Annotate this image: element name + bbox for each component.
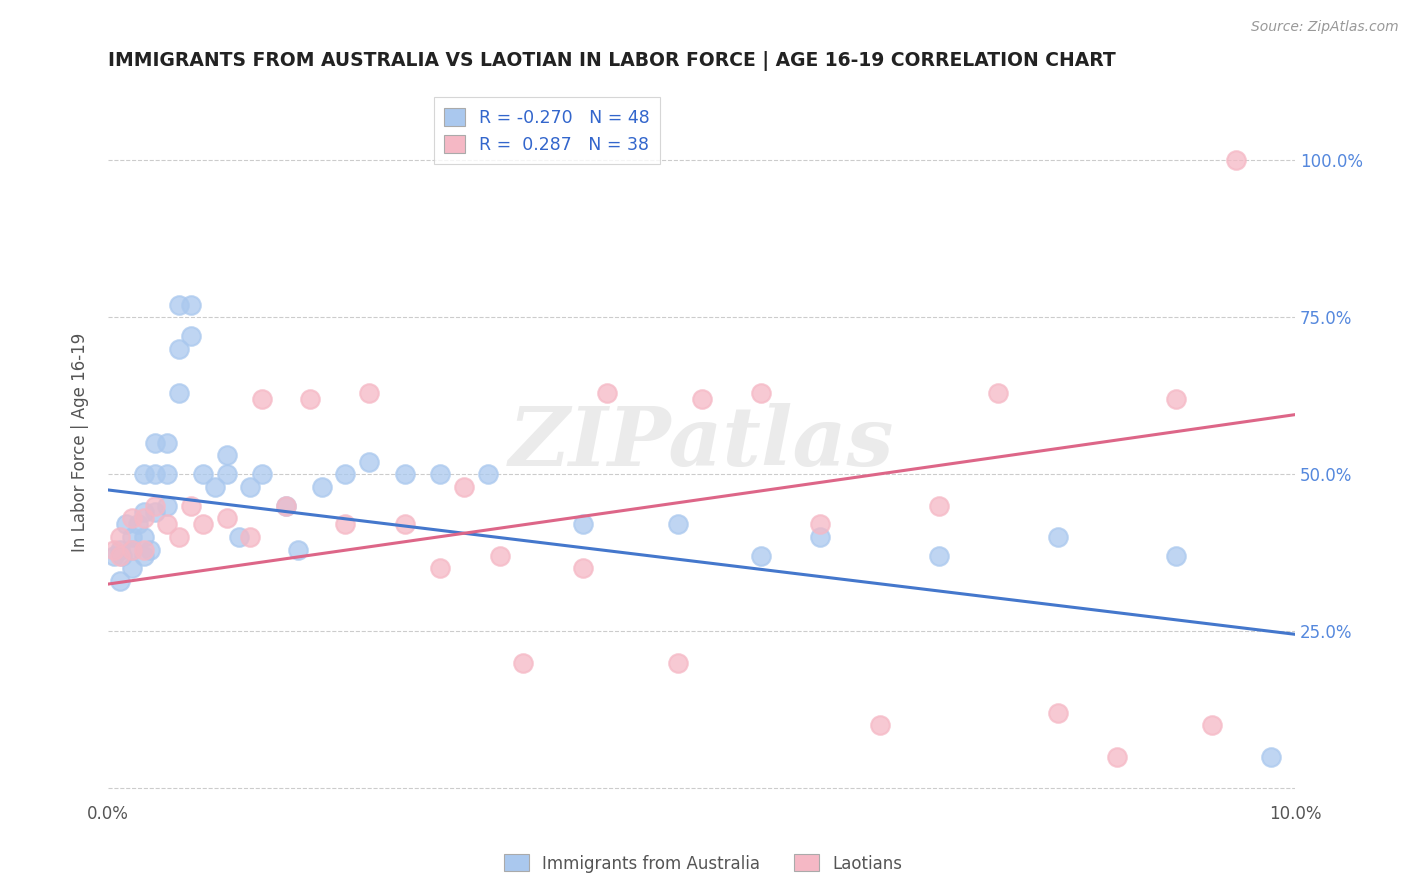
Point [1166, 549, 1188, 563]
Point [132, 549, 155, 563]
Point [1201, 718, 1223, 732]
Text: ZIPatlas: ZIPatlas [509, 403, 894, 483]
Point [108, 530, 131, 544]
Point [394, 467, 416, 482]
Point [429, 467, 451, 482]
Point [121, 542, 143, 557]
Point [167, 342, 190, 356]
Point [274, 499, 297, 513]
Point [108, 542, 131, 557]
Point [114, 517, 136, 532]
Legend: Immigrants from Australia, Laotians: Immigrants from Australia, Laotians [498, 847, 908, 880]
Point [191, 517, 214, 532]
Point [156, 517, 179, 532]
Point [572, 517, 595, 532]
Point [928, 549, 950, 563]
Text: Source: ZipAtlas.com: Source: ZipAtlas.com [1251, 20, 1399, 34]
Point [132, 542, 155, 557]
Point [156, 467, 179, 482]
Point [666, 517, 689, 532]
Point [228, 530, 250, 544]
Point [215, 467, 238, 482]
Point [252, 392, 274, 406]
Point [121, 511, 143, 525]
Point [453, 480, 475, 494]
Point [145, 505, 167, 519]
Point [488, 549, 510, 563]
Point [394, 517, 416, 532]
Point [298, 392, 321, 406]
Point [180, 499, 202, 513]
Point [595, 385, 617, 400]
Point [749, 549, 772, 563]
Point [1046, 706, 1069, 720]
Point [311, 480, 333, 494]
Point [987, 385, 1010, 400]
Point [239, 480, 262, 494]
Point [215, 449, 238, 463]
Point [1260, 749, 1282, 764]
Point [127, 517, 149, 532]
Point [132, 511, 155, 525]
Point [121, 530, 143, 544]
Point [512, 656, 534, 670]
Point [429, 561, 451, 575]
Point [287, 542, 309, 557]
Point [1105, 749, 1128, 764]
Point [808, 517, 831, 532]
Point [167, 385, 190, 400]
Point [204, 480, 226, 494]
Point [167, 298, 190, 312]
Point [690, 392, 713, 406]
Point [121, 542, 143, 557]
Point [132, 505, 155, 519]
Point [666, 656, 689, 670]
Point [167, 530, 190, 544]
Point [749, 385, 772, 400]
Point [111, 549, 134, 563]
Point [252, 467, 274, 482]
Legend: R = -0.270   N = 48, R =  0.287   N = 38: R = -0.270 N = 48, R = 0.287 N = 38 [434, 97, 661, 164]
Point [138, 542, 160, 557]
Point [335, 517, 357, 532]
Point [239, 530, 262, 544]
Point [145, 467, 167, 482]
Point [145, 499, 167, 513]
Point [191, 467, 214, 482]
Point [1166, 392, 1188, 406]
Point [928, 499, 950, 513]
Point [132, 530, 155, 544]
Point [359, 455, 381, 469]
Point [808, 530, 831, 544]
Point [335, 467, 357, 482]
Point [132, 467, 155, 482]
Point [108, 574, 131, 588]
Point [1046, 530, 1069, 544]
Point [572, 561, 595, 575]
Point [274, 499, 297, 513]
Point [103, 542, 125, 557]
Text: IMMIGRANTS FROM AUSTRALIA VS LAOTIAN IN LABOR FORCE | AGE 16-19 CORRELATION CHAR: IMMIGRANTS FROM AUSTRALIA VS LAOTIAN IN … [108, 51, 1116, 70]
Point [869, 718, 891, 732]
Point [215, 511, 238, 525]
Point [103, 549, 125, 563]
Point [477, 467, 499, 482]
Y-axis label: In Labor Force | Age 16-19: In Labor Force | Age 16-19 [72, 334, 89, 552]
Point [121, 561, 143, 575]
Point [108, 549, 131, 563]
Point [156, 499, 179, 513]
Point [156, 435, 179, 450]
Point [180, 298, 202, 312]
Point [1225, 153, 1247, 168]
Point [359, 385, 381, 400]
Point [145, 435, 167, 450]
Point [180, 329, 202, 343]
